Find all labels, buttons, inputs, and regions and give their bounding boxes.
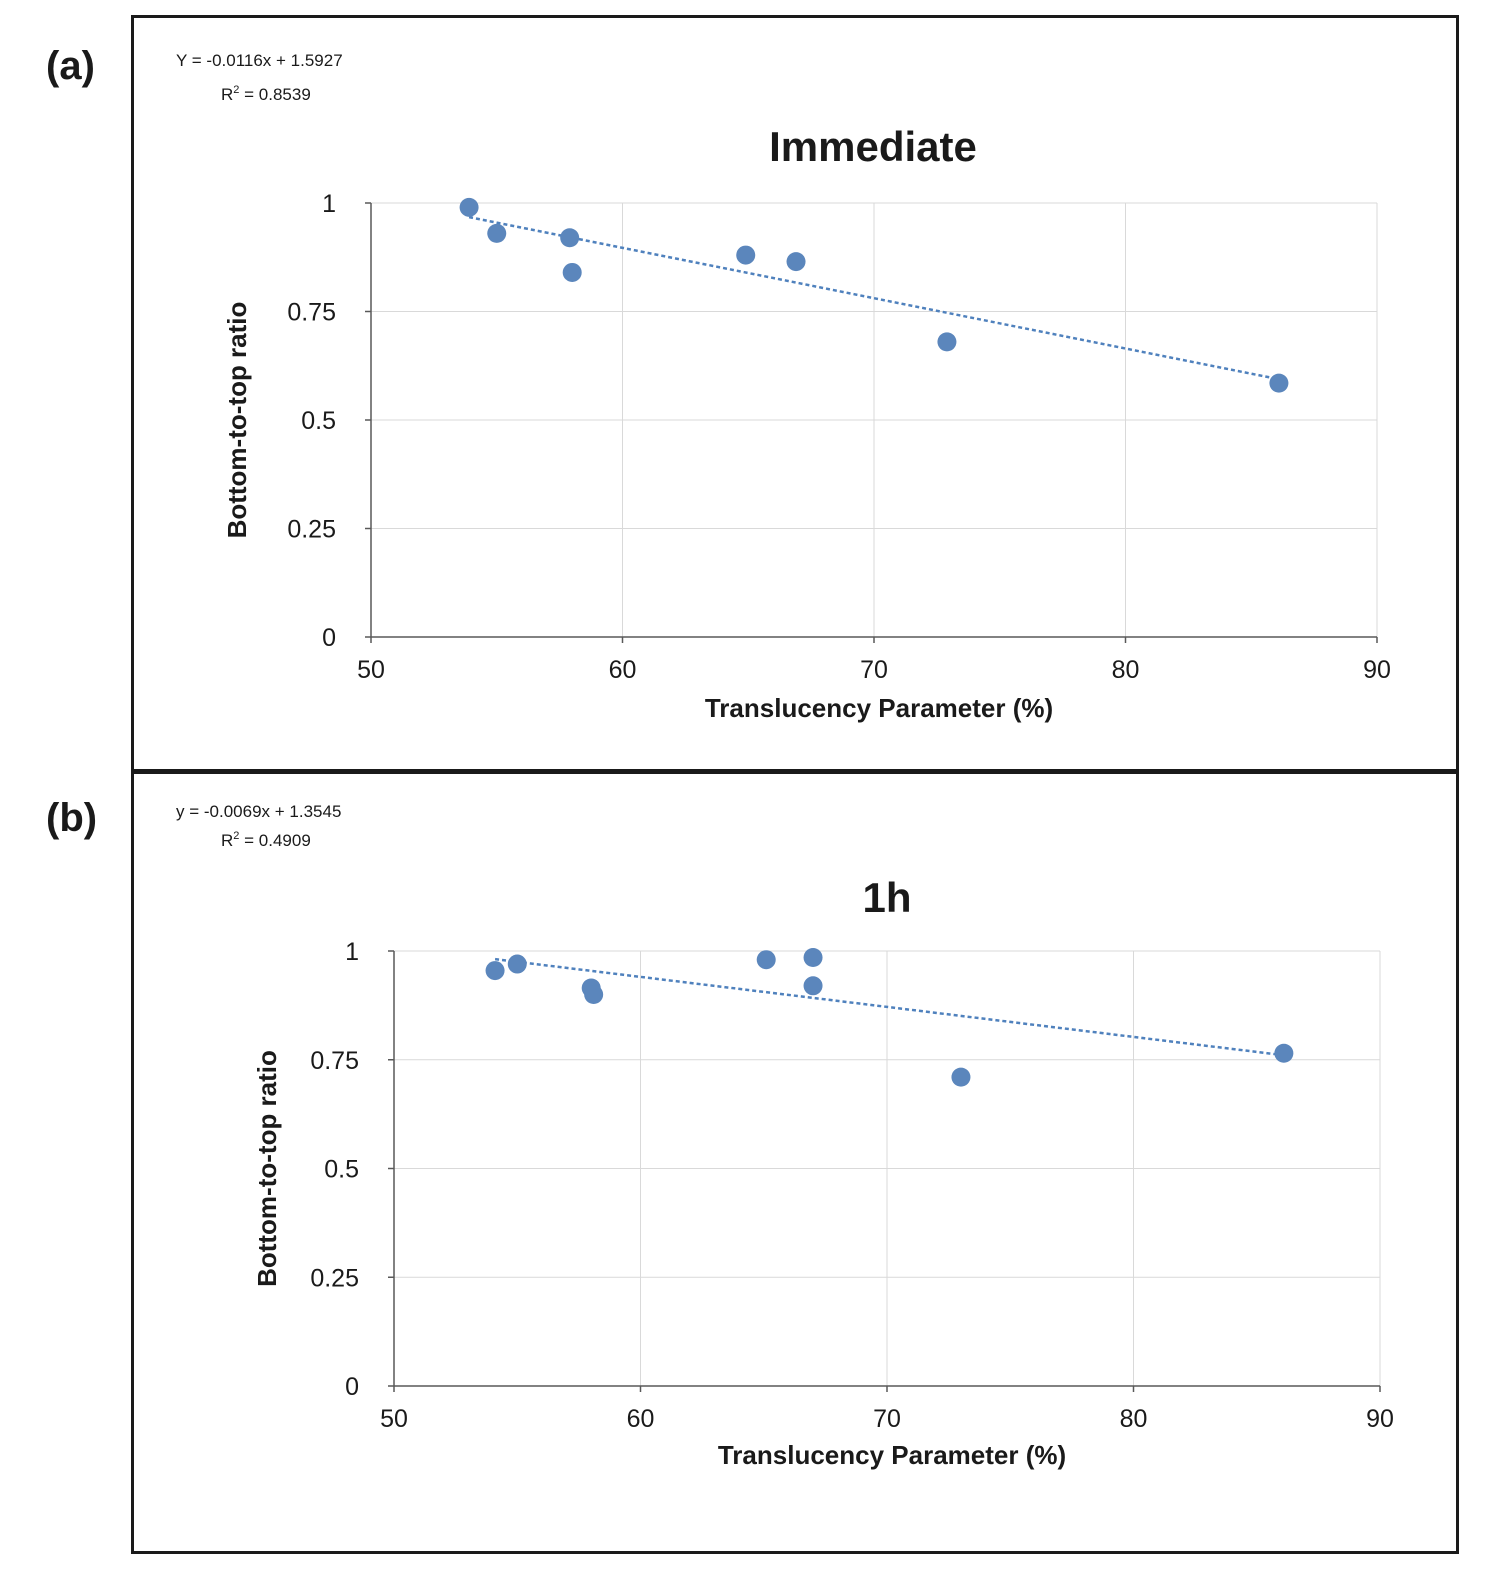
chart0-x-axis-label: Translucency Parameter (%) (705, 693, 1053, 723)
chart0-trendline (468, 215, 1280, 381)
panel-frame-a (131, 15, 1459, 774)
chart0-y-tick-label-4: 1 (322, 190, 336, 218)
chart0-x-tick-label-4: 90 (1363, 656, 1391, 684)
chart1-point-6 (803, 976, 823, 996)
chart0-point-2 (560, 228, 580, 248)
chart1-y-tick-label-4: 1 (345, 938, 359, 966)
chart0-y-tick-label-2: 0.5 (301, 407, 336, 435)
chart1-x-tick-label-0: 50 (380, 1405, 408, 1433)
chart1-equation: y = -0.0069x + 1.3545 (176, 802, 341, 821)
chart0-point-1 (487, 223, 507, 243)
chart1-y-tick-label-1: 0.25 (310, 1264, 359, 1292)
chart0-point-0 (459, 197, 479, 217)
chart0-point-3 (562, 262, 582, 282)
chart1-point-0 (485, 961, 505, 981)
chart1-x-tick-label-3: 80 (1120, 1405, 1148, 1433)
chart0-point-5 (786, 252, 806, 272)
chart0-y-tick-label-3: 0.75 (287, 299, 336, 327)
chart1-y-tick-label-3: 0.75 (310, 1047, 359, 1075)
chart1-y-tick-label-0: 0 (345, 1373, 359, 1401)
chart0-equation: Y = -0.0116x + 1.5927 (176, 51, 343, 70)
chart0-x-tick-label-2: 70 (860, 656, 888, 684)
panel-label-a: (a) (46, 44, 95, 88)
chart0-title: Immediate (769, 123, 977, 170)
chart1-r-squared: R2 = 0.4909 (221, 830, 311, 850)
chart1-y-tick-label-2: 0.5 (324, 1156, 359, 1184)
chart1-point-3 (584, 985, 604, 1004)
chart0-y-tick-label-1: 0.25 (287, 516, 336, 544)
chart0-point-4 (736, 245, 756, 265)
chart0-x-tick-label-3: 80 (1112, 656, 1140, 684)
chart1-point-7 (951, 1067, 971, 1087)
chart1-title: 1h (862, 874, 911, 921)
chart1-point-1 (507, 954, 527, 974)
chart0-point-6 (937, 332, 957, 352)
chart0-y-tick-label-0: 0 (322, 624, 336, 652)
chart1-trendline (494, 957, 1285, 1057)
chart1-x-axis-label: Translucency Parameter (%) (718, 1440, 1066, 1470)
chart0-y-axis-label: Bottom-to-top ratio (222, 302, 252, 539)
chart1-x-tick-label-2: 70 (873, 1405, 901, 1433)
chart0-x-tick-label-0: 50 (357, 656, 385, 684)
chart0-x-tick-label-1: 60 (609, 656, 637, 684)
chart1-point-5 (803, 948, 823, 968)
chart1-point-4 (756, 950, 776, 970)
chart1-y-axis-label: Bottom-to-top ratio (252, 1050, 282, 1287)
panel-label-b: (b) (46, 796, 98, 840)
chart1-point-8 (1274, 1043, 1294, 1063)
chart0-point-7 (1269, 373, 1289, 393)
chart0-r-squared: R2 = 0.8539 (221, 84, 311, 104)
chart1-x-tick-label-4: 90 (1366, 1405, 1394, 1433)
panel-frame-b (131, 769, 1459, 1554)
chart1-x-tick-label-1: 60 (627, 1405, 655, 1433)
